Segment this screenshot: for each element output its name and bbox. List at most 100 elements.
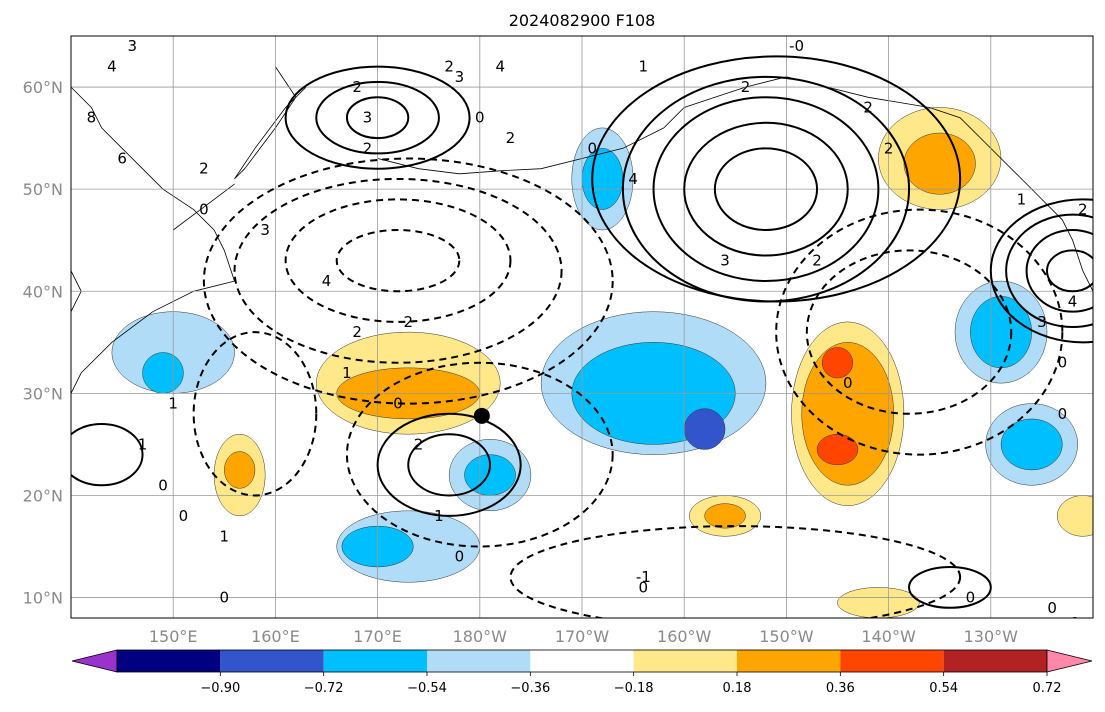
contour-low-storm-0	[345, 361, 614, 548]
anomaly-pos-gulf-alaska-core	[903, 132, 976, 195]
colorbar-tick-labels: −0.90 −0.72 −0.54 −0.36 −0.18 0.18 0.36 0.54 0.7…	[200, 672, 1061, 696]
contour-high-east-2	[1025, 229, 1093, 313]
markers	[473, 407, 490, 424]
contour-label: 0	[1058, 354, 1068, 372]
lon-label: 150°E	[149, 627, 198, 646]
contour-label: 2	[1078, 201, 1088, 219]
contour-label: 1	[342, 364, 352, 382]
contour-label: 2	[812, 252, 822, 270]
contour-label: 0	[455, 548, 465, 566]
contour-high-north-5	[591, 55, 962, 303]
contour-label: 2	[199, 160, 209, 178]
alaska-coast	[663, 76, 1093, 292]
lon-label: 160°W	[657, 627, 712, 646]
contour-label: 2	[414, 435, 424, 453]
contour-label: 0	[393, 395, 403, 413]
contour-high-north-1	[713, 147, 819, 232]
contour-high-nw-3	[284, 65, 471, 170]
colorbar-segment	[323, 650, 427, 672]
lat-label: 10°N	[23, 589, 63, 608]
contour-label: -1	[636, 568, 651, 586]
contour-label: 1	[138, 435, 148, 453]
contour-label: 4	[495, 58, 505, 76]
colorbar-tick-label: −0.54	[407, 681, 447, 696]
contour-high-storm-2	[376, 412, 522, 517]
contour-low-sw-1	[192, 331, 318, 497]
anomaly-pos-west-small-core	[224, 451, 256, 489]
contour-label: 3	[128, 37, 138, 55]
coastlines	[71, 66, 1093, 394]
lon-label: 160°E	[251, 627, 300, 646]
map-frame	[70, 35, 1094, 619]
anomaly-neg-southeast-core	[1000, 418, 1063, 471]
colorbar-segment	[633, 650, 737, 672]
lat-label: 30°N	[23, 384, 63, 403]
contour-label: 1	[168, 395, 178, 413]
contour-label: 1	[220, 527, 230, 545]
contour-label: 4	[628, 170, 638, 188]
contour-label: -0	[789, 37, 804, 55]
height-contours	[71, 55, 1093, 618]
contour-label: 4	[107, 58, 117, 76]
lon-label: 170°W	[555, 627, 610, 646]
anomaly-neg-west-core	[142, 352, 184, 394]
kuril-islands	[172, 183, 235, 231]
lon-label: 140°W	[861, 627, 916, 646]
colorbar-tick-label: −0.72	[304, 681, 344, 696]
aleutian-islands	[377, 127, 664, 175]
contour-high-nw-1	[345, 96, 410, 140]
contour-label: 0	[966, 589, 976, 607]
colorbar-extend-max	[1046, 649, 1093, 673]
contour-label: 1	[639, 58, 649, 76]
contour-label: 2	[863, 98, 873, 116]
lon-label: 150°W	[759, 627, 814, 646]
lat-label: 40°N	[23, 282, 63, 301]
anomaly-pos-east-peak-south	[816, 433, 859, 466]
contour-label: 4	[322, 272, 332, 290]
contour-high-north-3	[652, 96, 880, 283]
contour-label: 1	[434, 507, 444, 525]
asia-coast	[71, 86, 236, 394]
contour-label: 2	[363, 139, 373, 157]
anomaly-pos-south-east	[837, 587, 920, 618]
lat-label: 50°N	[23, 180, 63, 199]
contour-label: 0	[220, 589, 230, 607]
map-panel: 348620322342020-012433422102101100102221…	[71, 36, 1093, 618]
anomaly-neg-north-central-core	[581, 148, 624, 210]
contour-label: 0	[179, 507, 189, 525]
contour-label: 3	[260, 221, 270, 239]
colorbar-tick-label: 0.18	[723, 681, 752, 696]
colorbar-segment	[840, 650, 944, 672]
contour-label: 2	[884, 139, 894, 157]
contour-label: 2	[444, 58, 454, 76]
colorbar-tick-label: 0.36	[826, 681, 855, 696]
map-title: 2024082900 F108	[509, 11, 656, 30]
contour-high-east-3	[1005, 213, 1093, 328]
contour-high-nw-2	[315, 80, 440, 155]
contour-high-east-1	[1046, 249, 1093, 293]
lat-label: 60°N	[23, 78, 63, 97]
anomaly-neg-central-peak	[683, 408, 726, 450]
anomaly-pos-hawaii-core	[704, 503, 746, 529]
lon-label: 170°E	[353, 627, 402, 646]
contour-label: 0	[639, 578, 649, 596]
contour-label: 2	[352, 323, 362, 341]
colorbar-segment	[220, 650, 324, 672]
contour-label: 2	[506, 129, 516, 147]
contour-high-south-east	[908, 565, 992, 609]
colorbar-segment	[943, 650, 1047, 672]
colorbar-segment	[737, 650, 841, 672]
anomaly-pos-east-peak-north	[821, 347, 854, 379]
contour-high-east-4	[989, 198, 1093, 344]
contour-label: 0	[1047, 599, 1057, 617]
colorbar-tick-label: 0.54	[929, 681, 958, 696]
contour-label: 2	[352, 78, 362, 96]
contour-low-ring-1	[202, 157, 614, 405]
contour-label: 3	[1037, 313, 1047, 331]
colorbar-segment	[117, 650, 221, 672]
colorbar-tick-label: −0.36	[510, 681, 550, 696]
contour-label: 2	[741, 78, 751, 96]
contour-label: 0	[199, 201, 209, 219]
contour-label: 0	[158, 476, 168, 494]
